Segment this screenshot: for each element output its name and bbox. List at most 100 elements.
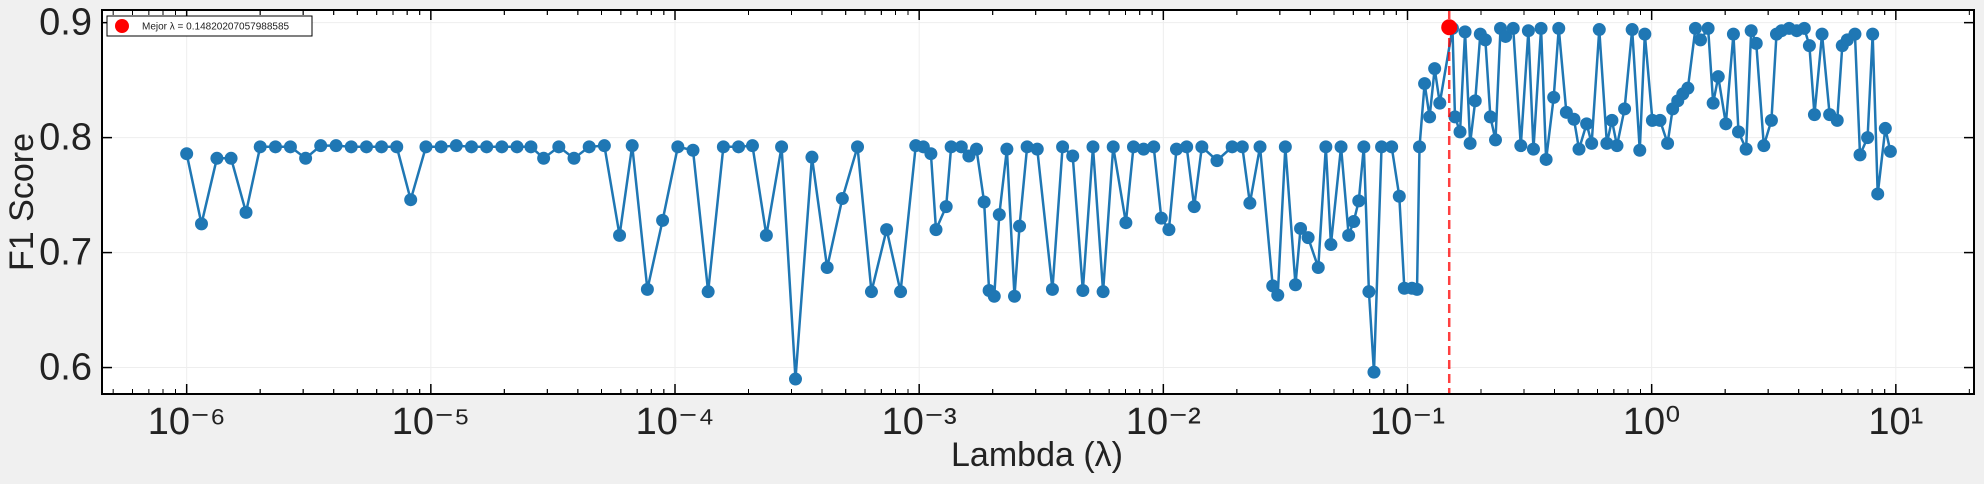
data-point [880, 223, 894, 237]
data-point [1739, 142, 1753, 156]
data-point [954, 140, 968, 154]
data-point [253, 140, 267, 154]
data-point [1020, 140, 1034, 154]
data-point [613, 228, 627, 242]
data-point [1154, 211, 1168, 225]
data-point [1757, 139, 1771, 153]
data-point [1000, 142, 1014, 156]
data-point [1225, 140, 1239, 154]
data-point [851, 140, 865, 154]
data-point [1585, 136, 1599, 150]
data-point [1506, 21, 1520, 35]
data-point [1319, 140, 1333, 154]
data-point [375, 140, 389, 154]
data-point [1210, 154, 1224, 168]
x-tick-label: 10⁻⁶ [148, 401, 226, 443]
data-point [1815, 27, 1829, 41]
data-point [788, 372, 802, 386]
data-point [1726, 27, 1740, 41]
data-point [894, 285, 908, 299]
data-point [987, 289, 1001, 303]
data-point [1605, 113, 1619, 127]
data-point [1483, 110, 1497, 124]
data-point [671, 140, 685, 154]
data-point [552, 140, 566, 154]
data-point [597, 139, 611, 153]
data-point [1288, 278, 1302, 292]
data-point [1076, 284, 1090, 298]
data-point [924, 147, 938, 161]
data-point [1013, 219, 1027, 233]
data-point [1592, 23, 1606, 37]
data-point [1871, 187, 1885, 201]
data-point [1552, 21, 1566, 35]
data-point [434, 140, 448, 154]
data-point [1106, 140, 1120, 154]
data-point [1066, 149, 1080, 163]
data-point [1056, 140, 1070, 154]
data-point [1187, 200, 1201, 214]
data-point [1488, 133, 1502, 147]
x-tick-label: 10⁻¹ [1370, 401, 1445, 443]
data-point [1413, 140, 1427, 154]
data-point [1830, 113, 1844, 127]
data-point [1180, 140, 1194, 154]
data-point [1878, 121, 1892, 135]
data-point [329, 139, 343, 153]
data-point [224, 151, 238, 165]
data-point [1126, 140, 1140, 154]
data-point [1428, 62, 1442, 76]
data-point [701, 285, 715, 299]
data-point [1732, 125, 1746, 139]
data-point [1618, 102, 1632, 116]
data-point [1547, 90, 1561, 104]
data-point [1253, 140, 1267, 154]
data-point [805, 150, 819, 164]
data-point [1744, 24, 1758, 38]
data-point [939, 200, 953, 214]
data-point [1681, 81, 1695, 95]
data-point [1453, 125, 1467, 139]
data-point [1385, 140, 1399, 154]
data-point [1169, 142, 1183, 156]
data-point [419, 140, 433, 154]
data-point [1638, 27, 1652, 41]
data-point [1324, 238, 1338, 252]
data-point [390, 140, 404, 154]
data-point [1334, 140, 1348, 154]
data-point [1706, 96, 1720, 110]
data-point [1458, 25, 1472, 39]
data-point [1866, 27, 1880, 41]
data-point [1418, 77, 1432, 91]
data-point [1235, 140, 1249, 154]
data-point [1301, 231, 1315, 245]
data-point [1463, 136, 1477, 150]
data-point [759, 228, 773, 242]
data-point [1653, 113, 1667, 127]
plot-area [102, 10, 1974, 394]
data-point [1526, 142, 1540, 156]
y-axis-label: F1 Score [3, 133, 41, 271]
data-point [1294, 221, 1308, 235]
data-point [1514, 139, 1528, 153]
data-point [1853, 148, 1867, 162]
data-point [1580, 117, 1594, 131]
data-point [283, 140, 297, 154]
data-point [835, 192, 849, 206]
data-point [1719, 117, 1733, 131]
x-tick-label: 10⁰ [1623, 401, 1681, 443]
data-point [1278, 140, 1292, 154]
data-point [1410, 282, 1424, 296]
data-point [1521, 24, 1535, 38]
y-tick-label: 0.8 [39, 117, 92, 159]
legend-label: Mejor λ = 0.14820207057988585 [142, 22, 290, 33]
data-point [1478, 33, 1492, 47]
y-tick-label: 0.7 [39, 232, 92, 274]
data-point [495, 140, 509, 154]
data-point [1357, 140, 1371, 154]
data-point [944, 140, 958, 154]
data-point [977, 195, 991, 209]
data-point [1625, 23, 1639, 37]
data-point [1433, 96, 1447, 110]
x-axis-label: Lambda (λ) [951, 436, 1123, 474]
